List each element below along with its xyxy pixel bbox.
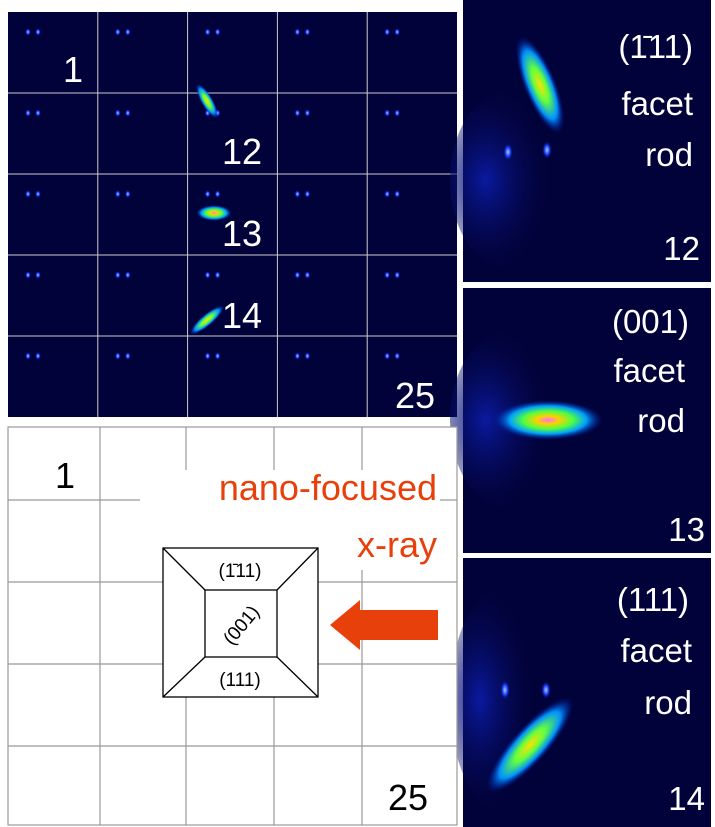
spot [541,681,551,699]
spot [115,352,121,360]
spot [384,352,390,360]
spot [125,109,131,117]
spot [304,28,310,36]
spot [35,190,41,198]
spot [115,28,121,36]
spot [394,28,400,36]
panel-frame: 12 [663,230,700,267]
spot [384,271,390,279]
spot [115,109,121,117]
spot [115,190,121,198]
spot [304,352,310,360]
facet-label: (1̄11) [219,561,262,582]
beam-label: x-ray [357,524,437,565]
spot [125,352,131,360]
panel-frame: 14 [668,780,705,817]
beam-label: nano-focused [219,467,437,508]
rod [493,400,603,440]
panel-text: rod [637,402,685,439]
panel-text: rod [644,684,692,721]
grid-label: 14 [222,295,262,336]
panel-frame: 13 [668,511,705,548]
spot [304,271,310,279]
grid-label: 1 [63,49,83,90]
grid-label: 12 [222,131,262,172]
spot [25,352,31,360]
spot [215,190,221,198]
spot [294,271,300,279]
spot [294,190,300,198]
grid-label: 13 [222,213,262,254]
spot [304,190,310,198]
spot [205,28,211,36]
page: 1 12 13 14 25 (1̄11) facet rod 12 (001) … [0,0,715,827]
panel-text: facet [621,85,693,122]
spot [205,190,211,198]
facet-label: (111) [219,670,261,691]
spot [394,109,400,117]
spot [384,190,390,198]
spot [384,28,390,36]
panel-text: rod [645,136,693,173]
panel-text: facet [620,632,692,669]
panel-facet: (001) [612,303,689,340]
spot [125,190,131,198]
spot [215,271,221,279]
spot [25,109,31,117]
spot [125,28,131,36]
spot [394,271,400,279]
spot [205,352,211,360]
spot [205,271,211,279]
panel-text: facet [613,352,685,389]
spot [25,190,31,198]
spot [384,109,390,117]
diagram-label: 1 [55,455,75,496]
spot [115,271,121,279]
grid-label: 25 [395,375,435,416]
spot [294,352,300,360]
panel-facet: (1̄11) [618,28,693,65]
panel-facet: (111) [617,581,689,618]
spot [542,141,552,159]
spot [25,271,31,279]
spot [304,109,310,117]
diagram-label: 25 [388,777,428,818]
spot [294,28,300,36]
spot [215,352,221,360]
spot [35,28,41,36]
spot [394,190,400,198]
spot [394,352,400,360]
figure: 1 12 13 14 25 (1̄11) facet rod 12 (001) … [0,0,715,827]
spot [35,352,41,360]
spot [503,143,513,161]
spot [125,271,131,279]
spot [294,109,300,117]
spot [35,271,41,279]
spot [215,28,221,36]
spot [500,680,510,700]
spot [35,109,41,117]
spot [25,28,31,36]
